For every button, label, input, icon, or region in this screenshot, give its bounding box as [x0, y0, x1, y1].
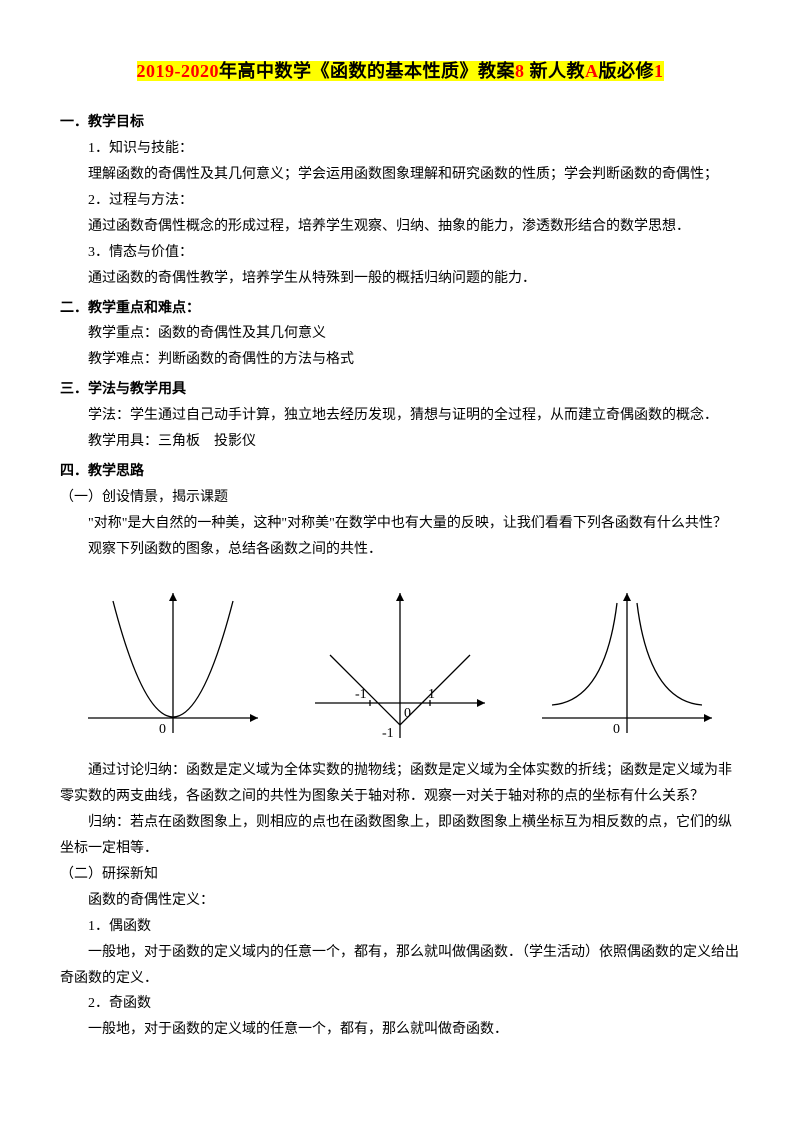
graph2-minus1-left: -1: [355, 687, 367, 702]
graph1-zero-label: 0: [159, 722, 166, 737]
s1-item2: 2．过程与方法：: [60, 188, 740, 214]
s2-line2: 教学难点：判断函数的奇偶性的方法与格式: [60, 347, 740, 373]
s2-line1: 教学重点：函数的奇偶性及其几何意义: [60, 321, 740, 347]
s4-p4: 归纳：若点在函数图象上，则相应的点也在函数图象上，即函数图象上横坐标互为相反数的…: [60, 810, 740, 862]
section-2-head: 二．教学重点和难点：: [60, 296, 740, 322]
s4-p1: "对称"是大自然的一种美，这种"对称美"在数学中也有大量的反映，让我们看看下列各…: [60, 511, 740, 537]
s1-item3-body: 通过函数的奇偶性教学，培养学生从特殊到一般的概括归纳问题的能力．: [60, 266, 740, 292]
s4-p2: 观察下列函数的图象，总结各函数之间的共性．: [60, 537, 740, 563]
s3-line1: 学法：学生通过自己动手计算，独立地去经历发现，猜想与证明的全过程，从而建立奇偶函…: [60, 403, 740, 429]
title-part-7: 1: [654, 61, 664, 81]
s1-item2-body: 通过函数奇偶性概念的形成过程，培养学生观察、归纳、抽象的能力，渗透数形结合的数学…: [60, 214, 740, 240]
graph3-zero-label: 0: [613, 722, 620, 737]
title-part-5: A: [585, 61, 599, 81]
title-part-4: 新人教: [525, 61, 586, 81]
section-1-head: 一．教学目标: [60, 110, 740, 136]
s4-p6: 1．偶函数: [60, 914, 740, 940]
s4-p3: 通过讨论归纳：函数是定义域为全体实数的抛物线；函数是定义域为全体实数的折线；函数…: [60, 758, 740, 810]
graph2-minus1-bottom: -1: [382, 726, 394, 741]
section-4-head: 四．教学思路: [60, 459, 740, 485]
s4-p8: 2．奇函数: [60, 991, 740, 1017]
s1-item3: 3．情态与价值：: [60, 240, 740, 266]
graph-reciprocal-sq: 0: [527, 583, 727, 748]
title-part-1: 2019-2020: [137, 61, 220, 81]
graph2-one-label: 1: [428, 687, 435, 702]
page-title: 2019-2020年高中数学《函数的基本性质》教案8 新人教A版必修1: [60, 55, 740, 88]
s4-sub1: （一）创设情景，揭示课题: [60, 485, 740, 511]
graph-abs: -1 0 1 -1: [300, 583, 500, 748]
s4-p5: 函数的奇偶性定义：: [60, 888, 740, 914]
s4-p9: 一般地，对于函数的定义域的任意一个，都有，那么就叫做奇函数．: [60, 1017, 740, 1043]
s1-item1: 1．知识与技能：: [60, 136, 740, 162]
s4-sub2: （二）研探新知: [60, 862, 740, 888]
title-part-3: 8: [515, 61, 525, 81]
graph2-zero-label: 0: [404, 706, 411, 721]
s4-p7: 一般地，对于函数的定义域内的任意一个，都有，那么就叫做偶函数．（学生活动）依照偶…: [60, 940, 740, 992]
s1-item1-body: 理解函数的奇偶性及其几何意义；学会运用函数图象理解和研究函数的性质；学会判断函数…: [60, 162, 740, 188]
graphs-row: 0 -1 0 1 -1 0: [60, 578, 740, 748]
title-part-2: 年高中数学《函数的基本性质》教案: [219, 61, 515, 81]
s3-line2: 教学用具：三角板 投影仪: [60, 429, 740, 455]
section-3-head: 三．学法与教学用具: [60, 377, 740, 403]
graph-parabola: 0: [73, 583, 273, 748]
title-part-6: 版必修: [599, 61, 655, 81]
